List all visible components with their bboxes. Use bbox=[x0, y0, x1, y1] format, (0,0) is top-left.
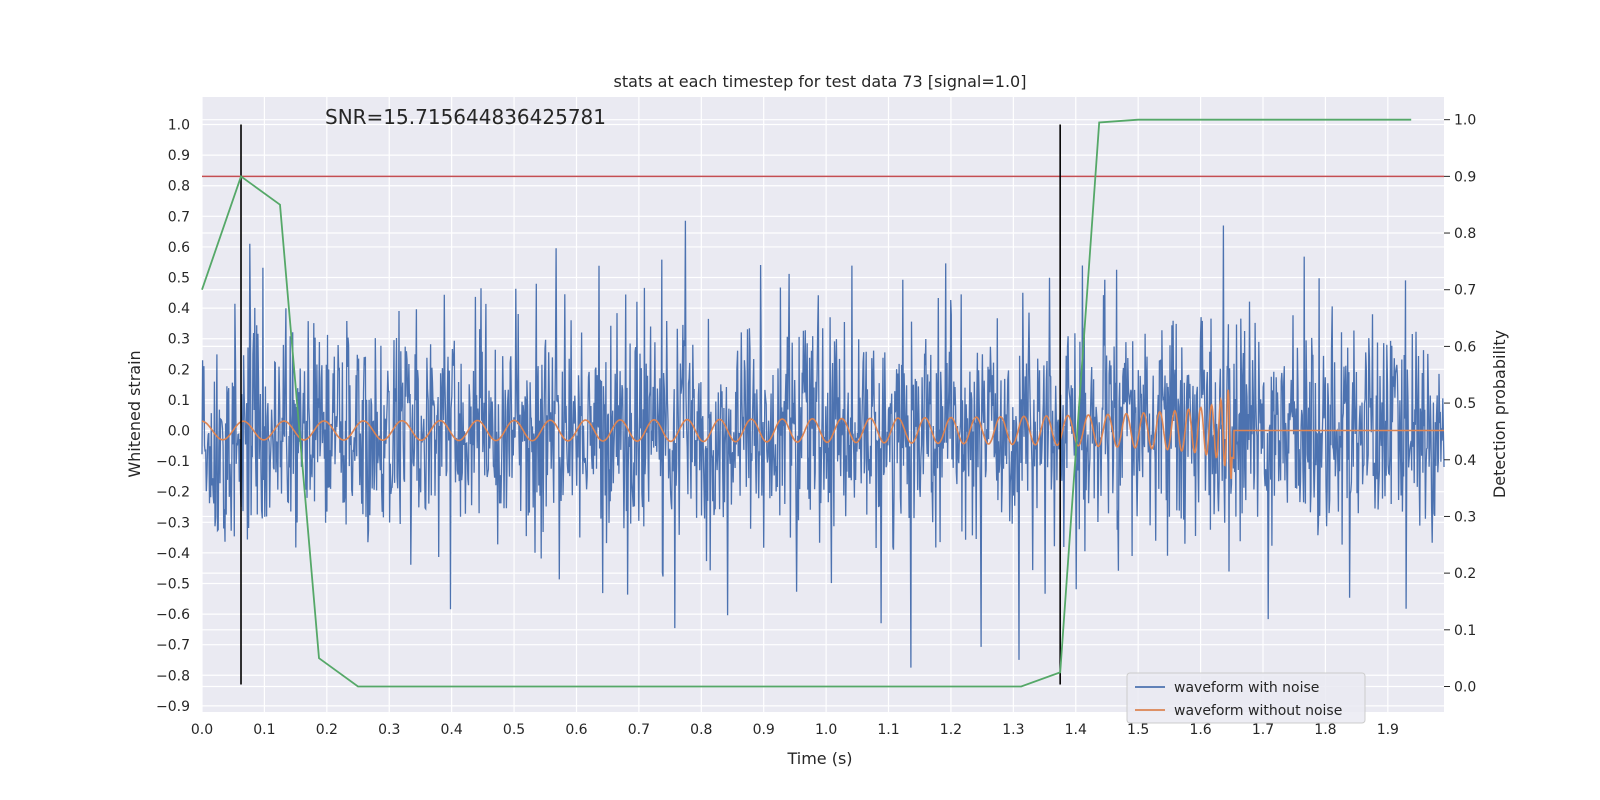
x-tick-label: 1.5 bbox=[1127, 722, 1149, 738]
x-tick-label: 1.8 bbox=[1314, 722, 1336, 738]
y-right-tick-label: 0.2 bbox=[1454, 566, 1476, 582]
x-tick-label: 0.4 bbox=[441, 722, 463, 738]
clean-waveform-line bbox=[202, 389, 1444, 480]
x-tick-label: 0.8 bbox=[690, 722, 712, 738]
y-left-tick-label: −0.6 bbox=[156, 607, 190, 623]
x-tick-label: 0.2 bbox=[316, 722, 338, 738]
y-left-tick-label: 0.5 bbox=[168, 271, 190, 287]
noisy-waveform-line bbox=[201, 220, 1445, 668]
x-axis-label: Time (s) bbox=[786, 749, 852, 768]
y-left-tick-label: 0.7 bbox=[168, 209, 190, 225]
y-left-tick-label: 0.8 bbox=[168, 179, 190, 195]
data-layer bbox=[201, 118, 1445, 688]
x-tick-label: 1.2 bbox=[940, 722, 962, 738]
x-tick-label: 0.1 bbox=[253, 722, 275, 738]
y-left-tick-label: −0.3 bbox=[156, 515, 190, 531]
legend: waveform with noise waveform without nois… bbox=[1126, 672, 1366, 724]
y-right-tick-label: 0.7 bbox=[1454, 283, 1476, 299]
legend-box bbox=[1126, 672, 1366, 724]
x-axis-ticks: 0.0 0.1 0.2 0.3 0.4 0.5 0.6 0.7 0.8 0.9 1.0 1.1 1.2 1… bbox=[191, 722, 1399, 738]
detection-probability-line bbox=[201, 118, 1412, 688]
gridlines bbox=[201, 97, 1444, 712]
x-tick-label: 0.0 bbox=[191, 722, 213, 738]
y-left-tick-label: −0.2 bbox=[156, 485, 190, 501]
y-left-tick-label: −0.4 bbox=[156, 546, 190, 562]
y-right-tick-label: 0.3 bbox=[1454, 509, 1476, 525]
x-tick-label: 0.5 bbox=[503, 722, 525, 738]
x-tick-label: 0.7 bbox=[628, 722, 650, 738]
y-left-tick-label: 0.9 bbox=[168, 148, 190, 164]
chart-title: stats at each timestep for test data 73 … bbox=[614, 72, 1027, 91]
y-right-tick-label: 0.9 bbox=[1454, 169, 1476, 185]
y-axis-right-label: Detection probability bbox=[1490, 330, 1509, 498]
y-left-tick-label: −0.9 bbox=[156, 699, 190, 715]
snr-annotation: SNR=15.715644836425781 bbox=[325, 105, 606, 129]
y-axis-right-ticks: 0.0 0.1 0.2 0.3 0.4 0.5 0.6 0.7 0.8 0.9 1.0 bbox=[1444, 113, 1476, 695]
y-left-tick-label: 0.4 bbox=[168, 301, 190, 317]
y-left-tick-label: 0.0 bbox=[168, 424, 190, 440]
y-axis-left-label: Whitened strain bbox=[125, 350, 144, 477]
x-tick-label: 0.3 bbox=[378, 722, 400, 738]
y-left-tick-label: 0.3 bbox=[168, 332, 190, 348]
x-tick-label: 0.6 bbox=[565, 722, 587, 738]
y-left-tick-label: −0.1 bbox=[156, 454, 190, 470]
y-right-tick-label: 0.4 bbox=[1454, 453, 1476, 469]
x-tick-label: 1.3 bbox=[1002, 722, 1024, 738]
legend-label: waveform without noise bbox=[1174, 703, 1342, 719]
y-right-tick-label: 0.0 bbox=[1454, 679, 1476, 695]
y-left-tick-label: 0.1 bbox=[168, 393, 190, 409]
y-right-tick-label: 0.1 bbox=[1454, 623, 1476, 639]
y-axis-left-ticks: −0.9 −0.8 −0.7 −0.6 −0.5 −0.4 −0.3 −0.2 −0.1 0.0 0… bbox=[156, 118, 190, 715]
y-right-tick-label: 0.8 bbox=[1454, 226, 1476, 242]
x-tick-label: 0.9 bbox=[753, 722, 775, 738]
legend-label: waveform with noise bbox=[1174, 680, 1319, 696]
x-tick-label: 1.7 bbox=[1252, 722, 1274, 738]
y-left-tick-label: 0.2 bbox=[168, 362, 190, 378]
x-tick-label: 1.9 bbox=[1377, 722, 1399, 738]
y-right-tick-label: 0.6 bbox=[1454, 339, 1476, 355]
y-left-tick-label: −0.7 bbox=[156, 638, 190, 654]
y-left-tick-label: 0.6 bbox=[168, 240, 190, 256]
y-left-tick-label: −0.5 bbox=[156, 576, 190, 592]
x-tick-label: 1.6 bbox=[1189, 722, 1211, 738]
x-tick-label: 1.0 bbox=[815, 722, 837, 738]
y-right-tick-label: 0.5 bbox=[1454, 396, 1476, 412]
y-left-tick-label: −0.8 bbox=[156, 668, 190, 684]
y-right-tick-label: 1.0 bbox=[1454, 113, 1476, 129]
y-left-tick-label: 1.0 bbox=[168, 118, 190, 134]
x-tick-label: 1.1 bbox=[877, 722, 899, 738]
x-tick-label: 1.4 bbox=[1065, 722, 1087, 738]
